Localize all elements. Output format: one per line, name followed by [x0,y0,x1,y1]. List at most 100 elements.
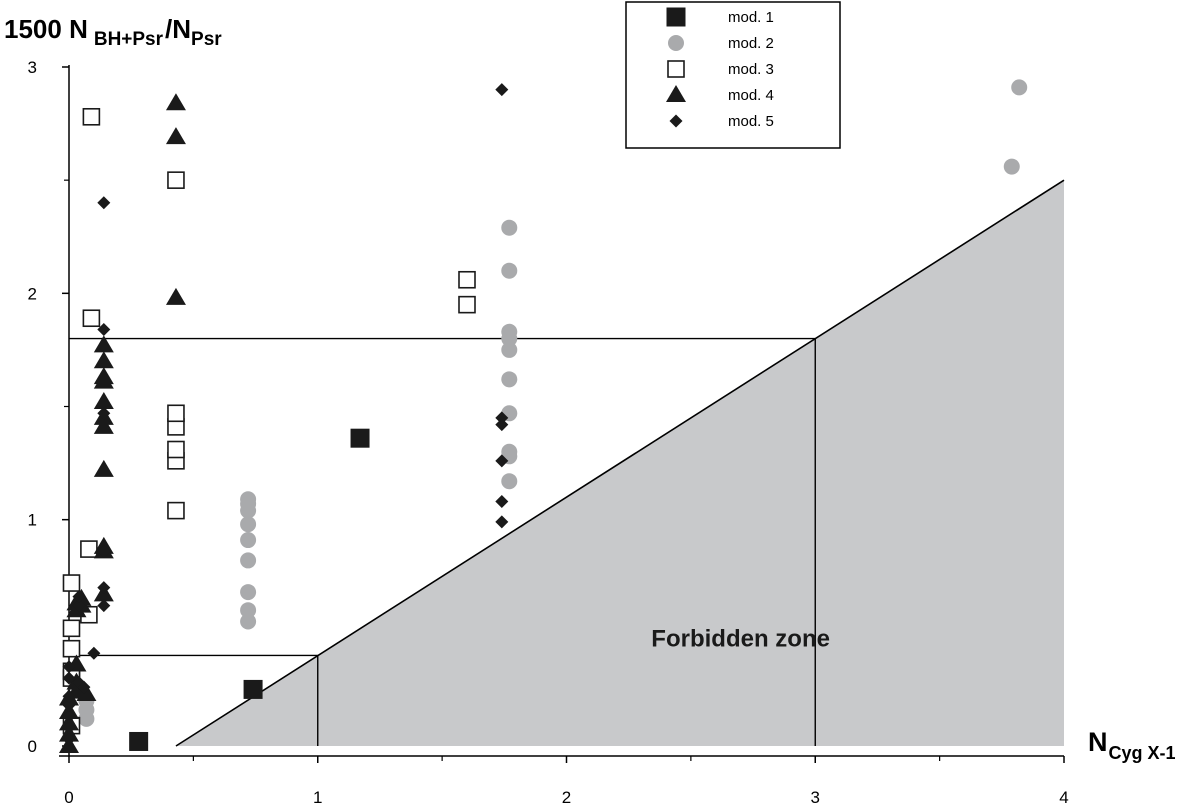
point-series-5-3 [62,710,76,724]
point-series-5-4 [62,698,76,712]
legend-marker-2 [668,35,684,51]
legend-marker-1 [666,7,686,27]
y-axis-title: 1500 N BH+Psr/NPsr [4,14,222,50]
series-5-points [62,83,509,746]
x-tick-label-1: 1 [313,788,322,807]
point-series-4-27 [165,93,186,111]
reference-lines-layer [69,337,816,746]
x-axis-title-main: N [1088,727,1108,757]
point-series-2-13 [501,473,518,490]
point-series-1-2 [243,679,263,699]
y-axis-title-sub2: Psr [191,29,222,50]
point-series-4-20 [93,391,114,409]
point-series-3-4 [62,639,81,658]
point-series-2-9 [240,516,257,533]
point-series-4-13 [76,683,97,701]
point-series-3-5 [62,619,81,638]
point-series-3-15 [167,404,185,423]
point-series-5-13 [97,599,111,613]
point-series-2-6 [240,584,257,601]
forbidden-zone [175,180,1064,746]
point-series-3-13 [167,440,185,459]
point-series-4-26 [165,127,186,145]
forbidden-zone-layer [175,179,1065,747]
legend-label-4: mod. 4 [728,87,774,104]
x-tick-label-0: 0 [64,788,73,807]
point-series-5-9 [72,599,86,613]
legend-label-1: mod. 1 [728,9,774,26]
point-series-5-15 [97,544,111,558]
point-series-4-25 [165,287,186,305]
point-series-4-24 [93,335,114,353]
point-series-5-7 [62,660,76,674]
point-series-3-11 [167,501,185,520]
point-series-2-21 [501,262,518,279]
point-series-3-16 [167,171,185,189]
forbidden-zone-boundary [175,179,1065,747]
series-1-points [129,428,370,751]
point-series-5-5 [62,689,76,703]
point-series-5-6 [62,671,76,685]
point-series-3-6 [62,574,81,592]
legend-label-3: mod. 3 [728,61,774,78]
point-series-2-17 [501,371,518,388]
point-series-2-4 [240,613,257,630]
point-series-5-17 [97,323,111,337]
point-series-5-21 [495,454,509,468]
legend-label-5: mod. 5 [728,113,774,130]
point-series-5-20 [495,495,509,509]
point-series-3-18 [458,270,476,289]
point-series-5-16 [97,406,111,420]
y-tick-label-0: 0 [28,737,37,756]
legend-marker-4 [666,85,686,102]
point-series-5-1 [62,732,76,746]
point-series-4-17 [93,459,114,477]
legend: mod. 1 mod. 2 mod. 3 mod. 4 mod. 5 [625,1,841,149]
data-points-layer [59,79,1028,753]
point-series-2-15 [501,443,518,460]
point-series-2-12 [240,491,257,508]
point-series-5-14 [97,581,111,595]
point-series-2-5 [240,602,257,619]
point-series-2-20 [501,323,518,340]
point-series-5-23 [495,411,509,425]
y-tick-label-1: 1 [28,511,37,530]
y-axis-title-slash: /N [165,14,191,44]
y-tick-label-3: 3 [28,58,37,77]
point-series-1-1 [129,731,149,751]
point-series-5-2 [62,721,76,735]
point-series-4-22 [93,367,114,385]
point-series-3-8 [80,540,98,558]
point-series-2-22 [501,219,518,236]
point-series-5-22 [495,418,509,432]
point-series-5-24 [495,83,509,97]
point-series-4-23 [93,351,114,369]
legend-marker-5 [669,114,683,128]
legend-label-2: mod. 2 [728,35,774,52]
point-series-2-7 [240,552,257,569]
x-axis-title: NCyg X-1 [1088,727,1176,763]
point-series-2-8 [240,532,257,549]
point-series-5-19 [495,515,509,529]
y-axis-title-sub1: BH+Psr [94,29,164,50]
point-series-2-23 [1003,158,1020,175]
x-tick-label-3: 3 [811,788,820,807]
point-series-5-11 [77,680,91,694]
x-tick-label-4: 4 [1059,788,1068,807]
legend-marker-3 [667,60,685,78]
point-series-3-10 [82,107,101,126]
point-series-5-10 [72,590,86,604]
point-series-5-12 [87,646,101,660]
x-axis-title-sub: Cyg X-1 [1109,743,1176,763]
series-2-points [78,79,1028,727]
point-series-3-17 [458,295,476,314]
x-tick-label-2: 2 [562,788,571,807]
point-series-3-9 [82,309,101,328]
point-series-5-18 [97,196,111,210]
forbidden-zone-label: Forbidden zone [651,625,830,652]
y-tick-label-2: 2 [28,284,37,303]
point-series-4-18 [93,416,114,434]
point-series-2-24 [1011,79,1028,96]
point-series-1-3 [350,428,370,448]
